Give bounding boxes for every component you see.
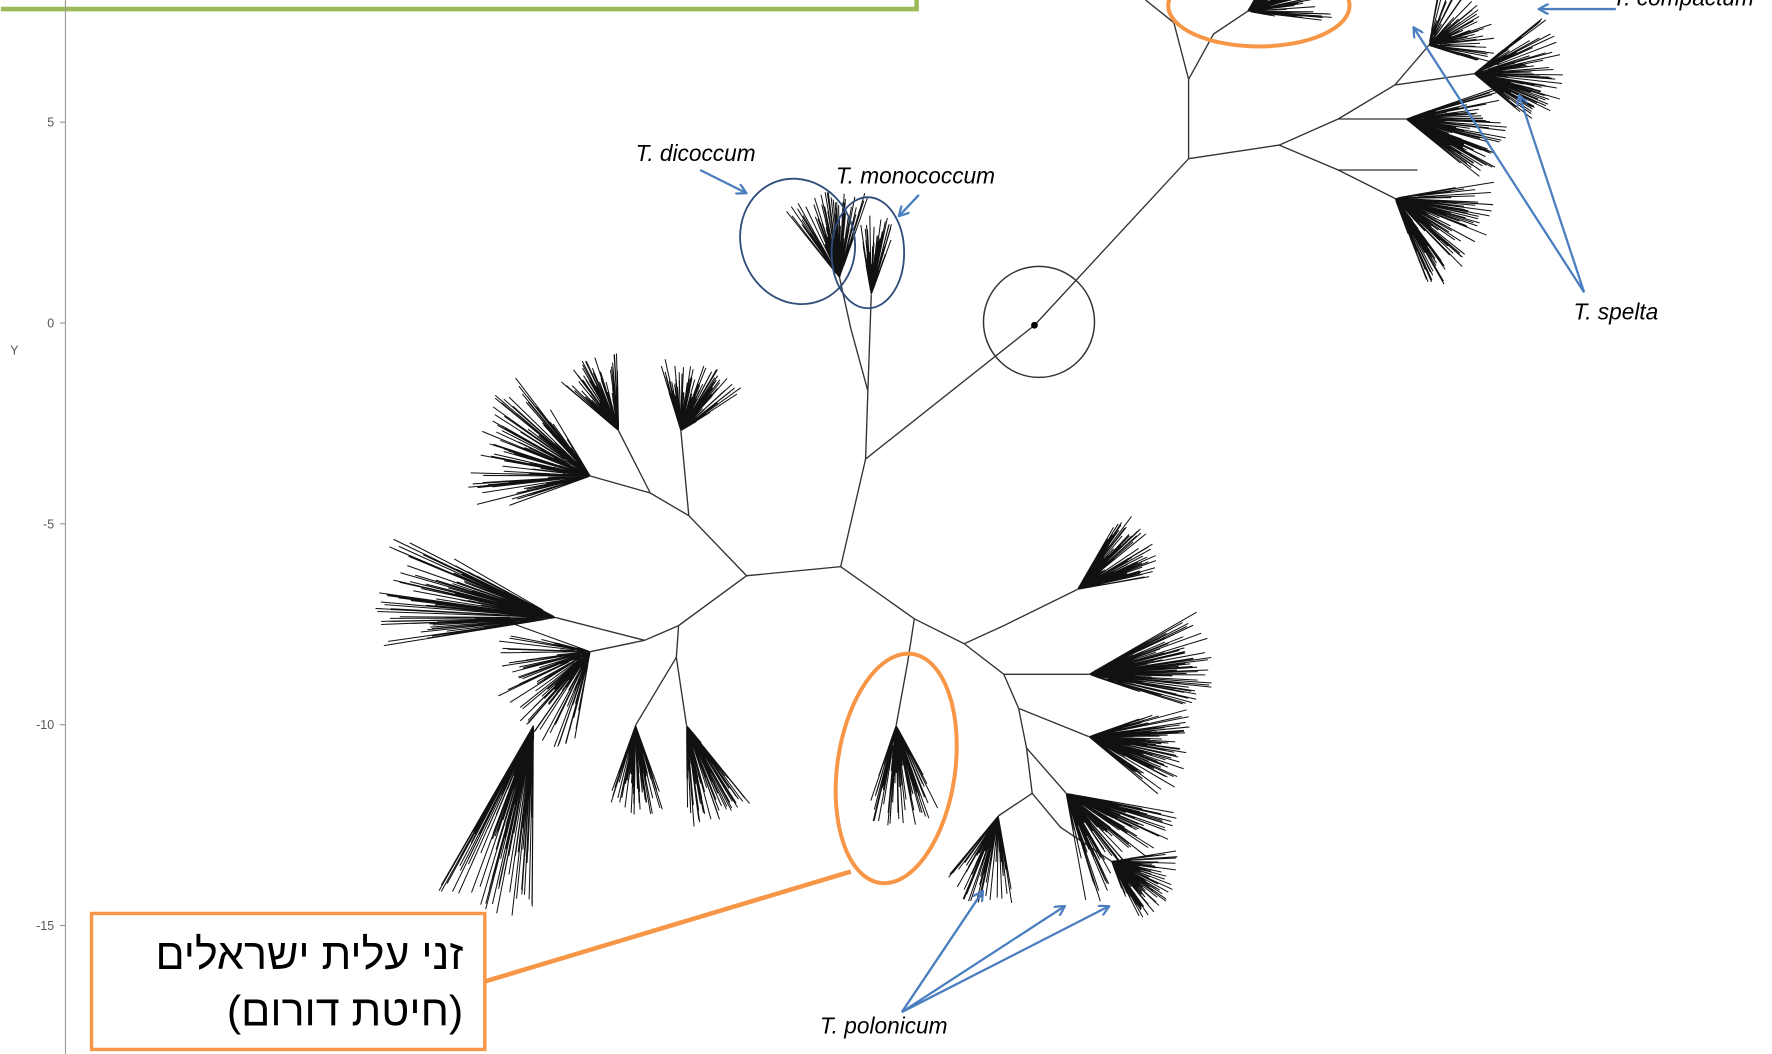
leaf-fan <box>375 538 557 647</box>
group-ellipse <box>830 196 906 310</box>
leaf-fan <box>1405 86 1507 177</box>
leaf-fan <box>610 725 663 815</box>
arrow <box>699 168 745 193</box>
y-tick-label: 0 <box>47 317 54 331</box>
highlight-ellipse <box>1166 0 1352 49</box>
callout-line <box>484 869 852 984</box>
leaf-fan <box>686 725 750 827</box>
leaf-fan <box>561 353 620 431</box>
leaf-fan <box>1077 516 1157 590</box>
leaf-fan <box>860 215 892 295</box>
species-label: T. monococcum <box>836 163 995 189</box>
leaf-clusters <box>375 0 1563 918</box>
callout-text: זני עלית ישראלים <box>155 931 463 979</box>
y-tick-label: 5 <box>47 116 54 130</box>
leaf-fan <box>786 189 868 278</box>
y-axis-label: Y <box>10 344 19 358</box>
leaf-fan <box>1088 611 1212 705</box>
leaf-fan <box>1111 850 1178 918</box>
y-tick-label: -15 <box>36 919 54 933</box>
arrow <box>901 907 1108 1014</box>
leaf-fan <box>948 815 1013 904</box>
leaf-fan <box>660 359 742 431</box>
arrow <box>1414 28 1586 294</box>
y-tick-label: -10 <box>36 718 54 732</box>
species-label: T. spelta <box>1573 299 1658 325</box>
y-ticks: 5 0 -5 -10 -15 <box>36 116 66 933</box>
leaf-fan <box>498 619 591 748</box>
callout-box <box>89 911 487 1052</box>
arrow <box>900 892 982 1013</box>
species-label: T. compactum <box>1612 0 1753 11</box>
leaf-fan <box>1065 793 1177 902</box>
species-label: T. polonicum <box>820 1013 948 1039</box>
arrow <box>901 907 1064 1014</box>
species-label: T. dicoccum <box>636 140 756 166</box>
leaf-fan <box>1428 0 1494 63</box>
highlight-ellipse <box>833 651 959 886</box>
leaf-fan <box>1247 0 1332 21</box>
leaf-fan <box>870 725 939 826</box>
green-box <box>0 0 919 12</box>
leaf-fan <box>438 725 535 916</box>
arrow <box>900 194 920 215</box>
leaf-fan <box>468 377 591 506</box>
leaf-fan <box>1394 181 1495 285</box>
leaf-fan <box>1088 709 1190 795</box>
y-tick-label: -5 <box>43 517 54 531</box>
group-ellipse <box>739 177 857 306</box>
tree <box>556 0 1475 862</box>
leaf-fan <box>1473 18 1563 119</box>
arrow <box>1520 96 1586 293</box>
callout-text: (חיטת דורום) <box>227 988 463 1036</box>
